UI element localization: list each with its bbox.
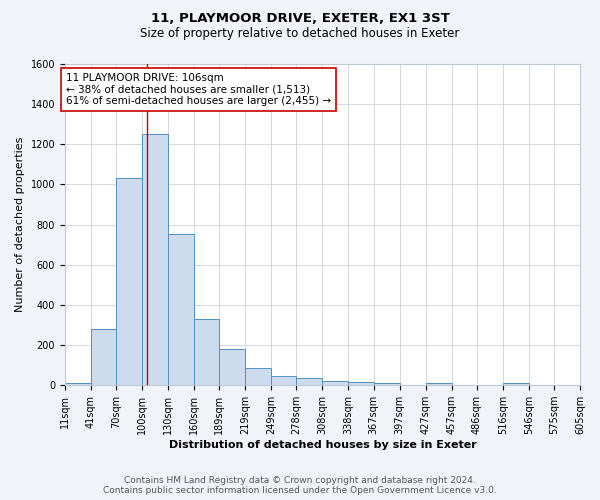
Bar [116,178,142,385]
Bar [322,381,349,385]
Bar [194,319,219,385]
Text: Size of property relative to detached houses in Exeter: Size of property relative to detached ho… [140,28,460,40]
Text: Contains HM Land Registry data © Crown copyright and database right 2024.
Contai: Contains HM Land Registry data © Crown c… [103,476,497,495]
X-axis label: Distribution of detached houses by size in Exeter: Distribution of detached houses by size … [169,440,476,450]
Bar [400,384,425,385]
Bar [65,383,91,385]
Bar [452,384,477,385]
Bar [503,383,529,385]
Y-axis label: Number of detached properties: Number of detached properties [15,137,25,312]
Bar [425,383,452,385]
Text: 11 PLAYMOOR DRIVE: 106sqm
← 38% of detached houses are smaller (1,513)
61% of se: 11 PLAYMOOR DRIVE: 106sqm ← 38% of detac… [66,73,331,106]
Bar [142,134,168,385]
Bar [168,234,194,385]
Bar [374,383,400,385]
Bar [91,329,116,385]
Bar [271,376,296,385]
Bar [349,382,374,385]
Bar [245,368,271,385]
Text: 11, PLAYMOOR DRIVE, EXETER, EX1 3ST: 11, PLAYMOOR DRIVE, EXETER, EX1 3ST [151,12,449,26]
Bar [219,350,245,385]
Bar [296,378,322,385]
